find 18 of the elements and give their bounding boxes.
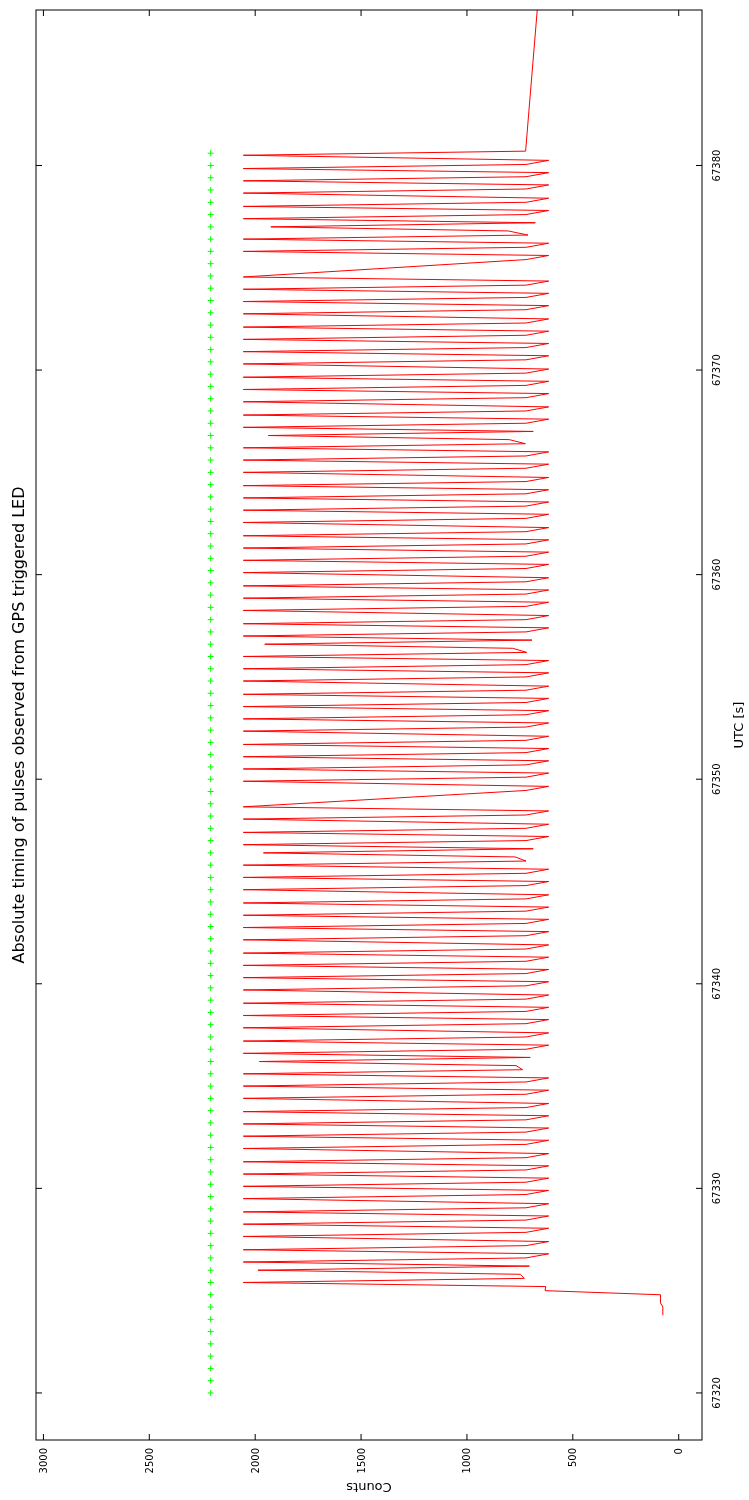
y-tick-label: 67360 — [710, 558, 722, 591]
y-tick-label: 67330 — [710, 1172, 722, 1205]
y-tick-label: 67340 — [710, 967, 722, 1000]
y-axis-title: UTC [s] — [730, 701, 746, 749]
text: Absolute timing of pulses observed from GPS triggered LED — [8, 486, 28, 964]
x-tick-label: 500 — [567, 1448, 579, 1468]
x-tick-label: 2500 — [143, 1448, 155, 1474]
x-tick-label: 0 — [673, 1448, 685, 1455]
y-tick-label: 67380 — [710, 149, 722, 182]
x-tick-label: 1000 — [461, 1448, 473, 1474]
line-series — [242, 10, 664, 1316]
x-axis-title: Counts — [346, 1480, 392, 1496]
y-tick-label: 67370 — [710, 354, 722, 386]
x-tick-label: 2000 — [249, 1448, 261, 1474]
y-tick-label: 67320 — [710, 1377, 722, 1409]
y-tick-label: 67350 — [710, 763, 722, 796]
x-tick-label: 1500 — [355, 1448, 367, 1474]
x-tick-label: 3000 — [37, 1448, 49, 1474]
